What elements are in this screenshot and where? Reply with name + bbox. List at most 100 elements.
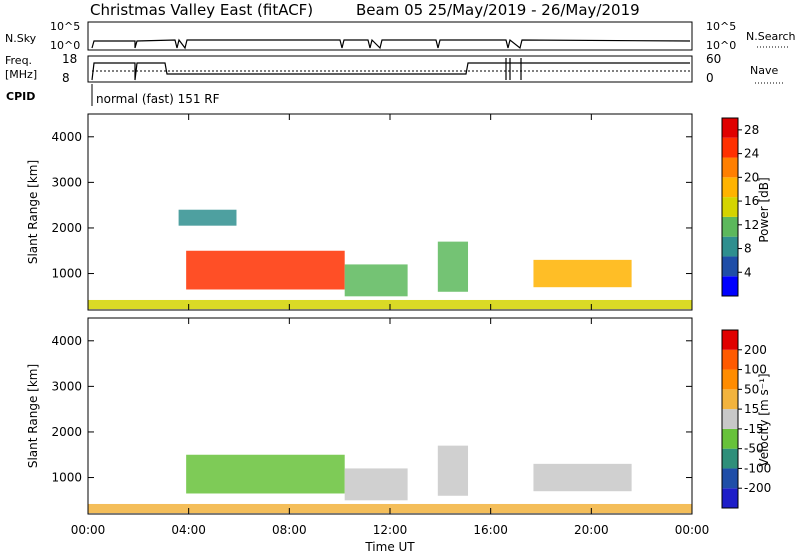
nsearch-label: N.Search (746, 30, 796, 43)
nsky-trace (91, 38, 691, 50)
colorbar-cell (722, 177, 738, 198)
y-tick-label: 1000 (51, 267, 82, 281)
velocity-y-ticks: 1000 2000 3000 4000 (51, 334, 692, 485)
velocity-echo-region (437, 445, 469, 496)
colorbar-cell (722, 330, 738, 350)
velocity-colorbar-label: Velocity [m s⁻¹] (757, 373, 771, 466)
y-tick-label: 3000 (51, 175, 82, 189)
nsearch-tick-bottom: 10^0 (706, 39, 736, 52)
colorbar-cell (722, 389, 738, 410)
power-colorbar-label: Power [dB] (757, 177, 771, 242)
nave-tick-top: 60 (706, 52, 721, 66)
power-x-ticks (87, 114, 693, 310)
velocity-echo-region (344, 468, 408, 501)
y-tick-label: 4000 (51, 334, 82, 348)
nsky-frame (87, 21, 693, 51)
x-tick-label: 04:00 (171, 523, 206, 537)
power-colorbar-frame (721, 117, 739, 297)
velocity-x-ticks: 00:00 04:00 08:00 12:00 16:00 20:00 00:00 (71, 318, 710, 537)
freq-label-line1: Freq. (5, 54, 32, 67)
y-tick-label: 3000 (51, 379, 82, 393)
colorbar-tick-label: 15 (744, 402, 759, 416)
colorbar-tick-label: 28 (744, 123, 759, 137)
nsearch-tick-top: 10^5 (706, 20, 736, 33)
cpid-label: CPID (6, 90, 35, 103)
colorbar-cell (722, 276, 738, 296)
nsky-panel: N.Sky 10^5 10^0 10^5 10^0 N.Search (5, 20, 796, 52)
y-tick-label: 1000 (51, 471, 82, 485)
velocity-colorbar-ticks: 200 100 50 15 -15 -50 -100 -200 (738, 343, 771, 495)
nave-tick-bottom: 0 (706, 71, 714, 85)
colorbar-cell (722, 256, 738, 277)
colorbar-cell (722, 488, 738, 508)
colorbar-cell (722, 468, 738, 489)
power-y-ticks: 1000 2000 3000 4000 (51, 130, 692, 281)
y-tick-label: 2000 (51, 221, 82, 235)
velocity-echo-region (186, 454, 345, 494)
colorbar-tick-label: 200 (744, 343, 767, 357)
power-echo-region (344, 264, 408, 297)
x-tick-label: 00:00 (675, 523, 710, 537)
colorbar-cell (722, 236, 738, 257)
colorbar-tick-label: 20 (744, 170, 759, 184)
velocity-echo-region (533, 463, 632, 492)
colorbar-tick-label: 16 (744, 194, 759, 208)
colorbar-cell (722, 216, 738, 237)
freq-tick-top: 18 (62, 52, 77, 66)
x-tick-label: 20:00 (574, 523, 609, 537)
power-echo-region (437, 241, 469, 292)
x-tick-label: 12:00 (373, 523, 408, 537)
colorbar-cell (722, 118, 738, 138)
velocity-data-layer (88, 445, 692, 514)
station-title: Christmas Valley East (fitACF) (90, 1, 313, 19)
power-data-layer (88, 209, 692, 310)
colorbar-cell (722, 428, 738, 449)
colorbar-cell (722, 369, 738, 390)
x-axis-title: Time UT (364, 540, 415, 554)
freq-label-line2: [MHz] (5, 68, 37, 81)
colorbar-cell (722, 197, 738, 217)
velocity-colorbar: 200 100 50 15 -15 -50 -100 -200 Velocity [m s⁻¹… (721, 329, 771, 509)
colorbar-tick-label: 12 (744, 218, 759, 232)
colorbar-tick-label: -15 (744, 422, 764, 436)
y-tick-label: 2000 (51, 425, 82, 439)
power-colorbar: 4 8 12 16 20 24 28 Power [dB] (721, 117, 771, 297)
colorbar-cell (722, 448, 738, 469)
nave-label: Nave (750, 64, 778, 77)
colorbar-tick-label: 8 (744, 242, 752, 256)
colorbar-tick-label: 24 (744, 147, 759, 161)
power-colorbar-cells (722, 118, 738, 296)
nsky-tick-top: 10^5 (50, 20, 80, 33)
velocity-panel: Slant Range [km] 1000 2000 3000 4000 00:00 0… (26, 317, 710, 537)
colorbar-tick-label: 100 (744, 363, 767, 377)
cpid-text: normal (fast) 151 RF (96, 92, 220, 106)
colorbar-cell (722, 157, 738, 178)
beam-date-title: Beam 05 25/May/2019 - 26/May/2019 (356, 1, 640, 19)
colorbar-cell (722, 349, 738, 370)
freq-gaps (505, 58, 522, 80)
power-panel: Slant Range [km] 1000 2000 3000 4000 (26, 113, 693, 311)
power-echo-region (186, 250, 345, 290)
colorbar-tick-label: 4 (744, 265, 752, 279)
y-tick-label: 4000 (51, 130, 82, 144)
freq-tick-bottom: 8 (62, 71, 70, 85)
freq-frame (87, 55, 693, 83)
velocity-ylabel: Slant Range [km] (26, 364, 40, 468)
colorbar-tick-label: -200 (744, 481, 771, 495)
colorbar-cell (722, 137, 738, 158)
power-echo-region (533, 259, 632, 288)
colorbar-tick-label: -100 (744, 461, 771, 475)
colorbar-cell (722, 409, 738, 429)
colorbar-tick-label: -50 (744, 442, 764, 456)
velocity-colorbar-cells (722, 330, 738, 508)
power-colorbar-ticks: 4 8 12 16 20 24 28 (738, 123, 759, 279)
x-tick-label: 08:00 (272, 523, 307, 537)
power-ylabel: Slant Range [km] (26, 160, 40, 264)
freq-trace (91, 62, 690, 81)
nsky-tick-bottom: 10^0 (50, 39, 80, 52)
velocity-colorbar-frame (721, 329, 739, 509)
freq-panel: Freq. [MHz] 18 8 60 0 Nave (5, 52, 785, 85)
x-tick-label: 00:00 (71, 523, 106, 537)
nsky-label: N.Sky (5, 32, 37, 45)
